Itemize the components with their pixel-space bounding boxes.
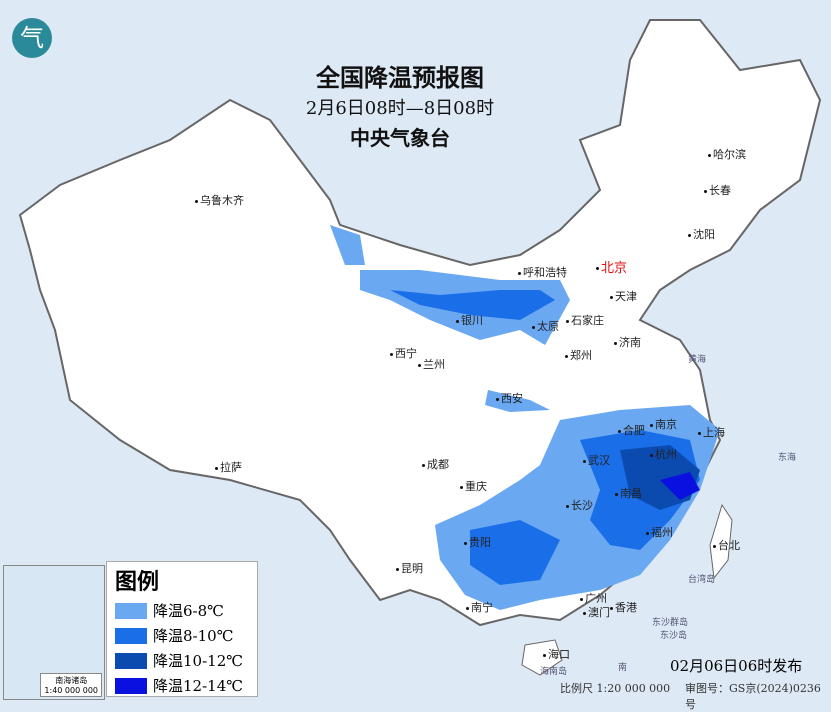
city-label: 太原 bbox=[532, 318, 559, 334]
city-label: 乌鲁木齐 bbox=[195, 192, 244, 208]
city-label: 南昌 bbox=[615, 485, 642, 501]
geo-label: 黄海 bbox=[688, 355, 707, 365]
map-issuer: 中央气象台 bbox=[350, 126, 450, 150]
city-label: 南宁 bbox=[466, 599, 493, 615]
legend: 图例 降温6-8℃ 降温8-10℃ 降温10-12℃ 降温12-14℃ bbox=[106, 561, 258, 697]
city-label: 武汉 bbox=[583, 452, 610, 468]
geo-label: 东沙群岛 bbox=[652, 618, 689, 628]
map-period: 2月6日08时—8日08时 bbox=[305, 98, 495, 119]
map-scale: 比例尺 1:20 000 000 bbox=[560, 682, 671, 695]
city-label: 杭州 bbox=[650, 446, 677, 462]
city-label: 重庆 bbox=[460, 478, 487, 494]
city-label: 济南 bbox=[614, 334, 641, 350]
city-label: 海口 bbox=[543, 646, 570, 662]
city-label: 广州 bbox=[580, 590, 607, 606]
city-label: 兰州 bbox=[418, 356, 445, 372]
legend-label: 降温8-10℃ bbox=[153, 627, 234, 645]
issued-time: 02月06日06时发布 bbox=[670, 657, 803, 675]
legend-label: 降温6-8℃ bbox=[153, 602, 224, 620]
geo-label: 海南岛 bbox=[540, 667, 568, 677]
inset-label: 南海诸岛 1:40 000 000 bbox=[40, 673, 102, 697]
city-label: 长沙 bbox=[566, 497, 593, 513]
city-label: 南京 bbox=[650, 416, 677, 432]
city-label: 拉萨 bbox=[215, 459, 242, 475]
geo-label: 台湾岛 bbox=[688, 575, 716, 585]
city-label: 上海 bbox=[698, 424, 725, 440]
city-label: 福州 bbox=[646, 524, 673, 540]
geo-label: 东海 bbox=[778, 453, 797, 463]
legend-item: 降温6-8℃ bbox=[115, 600, 257, 621]
legend-swatch bbox=[115, 677, 147, 694]
legend-label: 降温12-14℃ bbox=[153, 677, 244, 695]
legend-swatch bbox=[115, 652, 147, 669]
city-label: 昆明 bbox=[396, 560, 423, 576]
city-label: 天津 bbox=[610, 288, 637, 304]
city-label: 哈尔滨 bbox=[708, 146, 746, 162]
city-label: 香港 bbox=[610, 599, 637, 615]
legend-swatch bbox=[115, 627, 147, 644]
south-china-sea-inset: 南海诸岛 1:40 000 000 bbox=[3, 565, 105, 700]
city-label: 银川 bbox=[456, 312, 483, 328]
legend-item: 降温12-14℃ bbox=[115, 675, 257, 696]
legend-label: 降温10-12℃ bbox=[153, 652, 244, 670]
geo-label: 南 bbox=[618, 663, 628, 673]
city-label: 合肥 bbox=[618, 422, 645, 438]
city-label: 西宁 bbox=[390, 345, 417, 361]
cma-logo: 气 bbox=[12, 18, 52, 58]
legend-item: 降温10-12℃ bbox=[115, 650, 257, 671]
legend-item: 降温8-10℃ bbox=[115, 625, 257, 646]
city-label: 贵阳 bbox=[464, 534, 491, 550]
city-label: 澳门 bbox=[583, 604, 610, 620]
legend-title: 图例 bbox=[115, 570, 160, 595]
city-label: 台北 bbox=[713, 537, 740, 553]
cooling-area-12-14 bbox=[660, 472, 700, 500]
city-label: 石家庄 bbox=[566, 312, 604, 328]
geo-label: 东沙岛 bbox=[660, 631, 688, 641]
city-label: 成都 bbox=[422, 456, 449, 472]
legend-swatch bbox=[115, 602, 147, 619]
city-label: 沈阳 bbox=[688, 226, 715, 242]
map-title: 全国降温预报图 bbox=[316, 64, 484, 92]
city-label: 西安 bbox=[496, 390, 523, 406]
map-review-number: 审图号：GS京(2024)0236号 bbox=[685, 682, 821, 711]
city-label: 北京 bbox=[596, 257, 627, 276]
city-label: 呼和浩特 bbox=[518, 264, 567, 280]
city-label: 郑州 bbox=[565, 347, 592, 363]
city-label: 长春 bbox=[704, 182, 731, 198]
